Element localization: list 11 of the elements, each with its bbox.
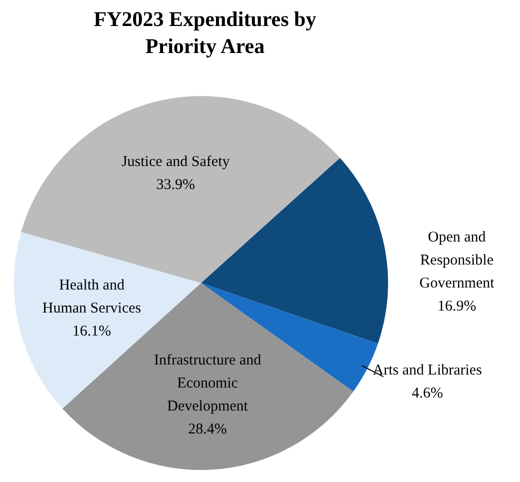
slice-label: Justice and Safety <box>121 154 230 170</box>
chart-title: FY2023 Expenditures by Priority Area <box>92 6 318 60</box>
slice-label: Health and Human Services <box>42 278 142 317</box>
slice-label: Infrastructure and Economic Development <box>154 352 262 414</box>
data-label: 4.6% <box>412 386 443 402</box>
slice-label: Arts and Libraries <box>372 362 482 379</box>
data-label: 28.4% <box>188 421 227 438</box>
data-label: 33.9% <box>156 177 195 194</box>
data-label: 16.1% <box>72 324 112 340</box>
slice-label: Open and Responsible Government <box>419 229 496 292</box>
data-label: 16.9% <box>437 298 476 314</box>
